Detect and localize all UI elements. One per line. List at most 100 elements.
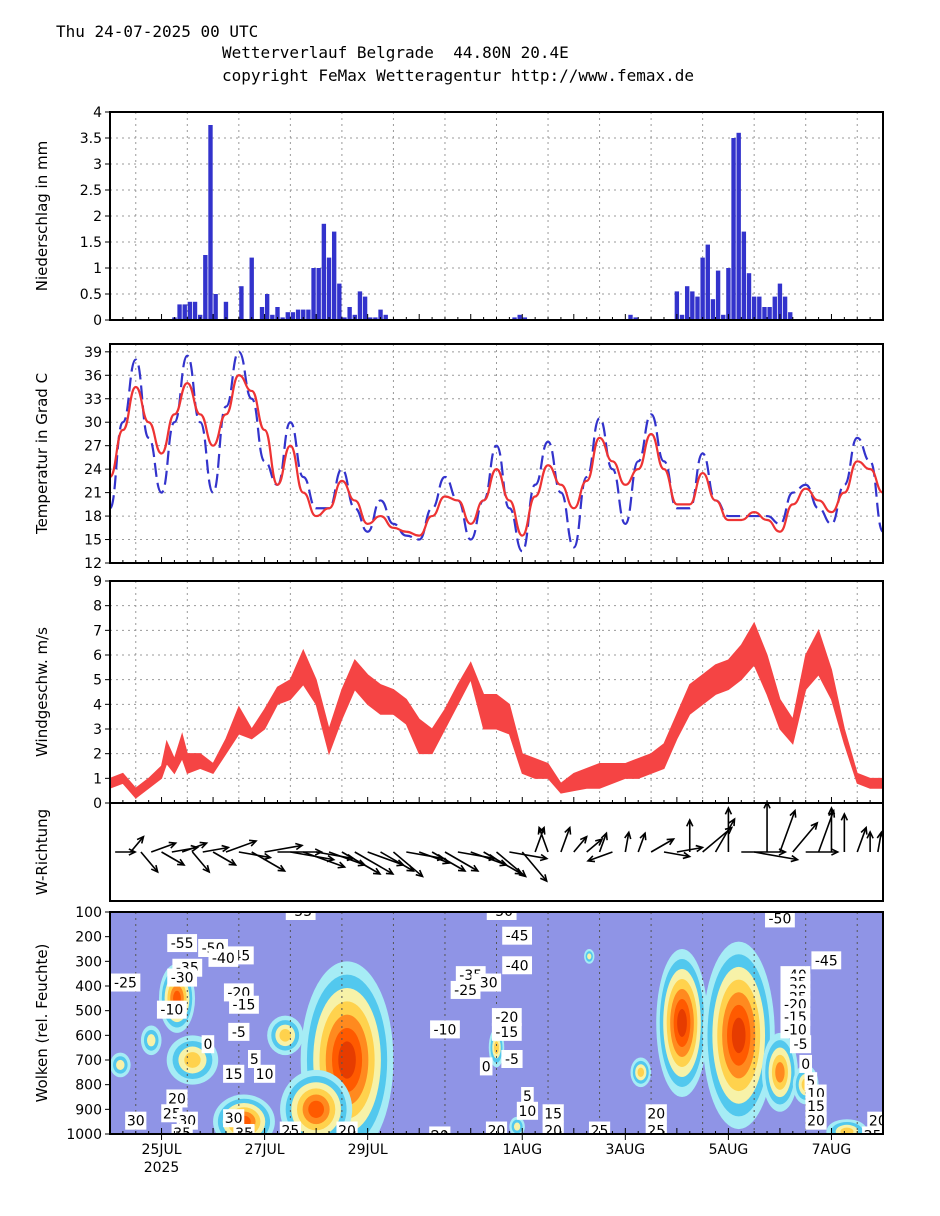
- contour-label: -5: [501, 1050, 523, 1068]
- contour-label-box: [254, 1064, 276, 1083]
- wind-arrow: [763, 800, 771, 852]
- contour-label-box: [805, 1111, 827, 1130]
- precip-bar: [347, 307, 352, 320]
- contour-label-text: 25: [864, 1128, 882, 1144]
- wind-arrow: [444, 851, 480, 872]
- contour-label: 25: [862, 1126, 883, 1144]
- wind-arrow-head: [728, 817, 736, 827]
- wind-arrow-shaft: [130, 836, 145, 853]
- contour-label-box: [279, 1121, 301, 1134]
- contour-label-box: [491, 1022, 522, 1041]
- wind-arrow: [724, 806, 733, 852]
- y-tick-label: 100: [75, 905, 102, 921]
- precip-bar: [223, 301, 229, 320]
- contour-label-box: [542, 1104, 564, 1123]
- contour-label: 25: [279, 1121, 301, 1134]
- contour-label: 10: [516, 1101, 539, 1120]
- wind-arrow-head: [314, 848, 324, 856]
- contour-label-box: [645, 1104, 667, 1123]
- y-axis-label: Windgeschw. m/s: [33, 627, 51, 757]
- wind-arrow-shaft: [457, 851, 496, 860]
- contour-label-box: [521, 1087, 534, 1105]
- precip-bar: [767, 307, 772, 320]
- contour-label: 10: [254, 1064, 276, 1083]
- y-tick-label: 900: [75, 1102, 102, 1118]
- contour-label: 0: [479, 1057, 493, 1076]
- contour-label-text: 5: [250, 1052, 259, 1068]
- precip-bar: [368, 317, 373, 320]
- contour-label-box: [285, 912, 316, 920]
- wind-arrow-shaft: [586, 838, 603, 853]
- contour-label-box: [862, 1126, 883, 1134]
- contour-label-text: 0: [482, 1059, 491, 1075]
- contour-label-box: [156, 1000, 187, 1019]
- contour-label: 30: [125, 1111, 147, 1130]
- wind-arrow: [866, 830, 874, 852]
- wind-arrow-shaft: [779, 810, 796, 853]
- contour-label-box: [336, 1121, 358, 1134]
- x-year-label: 2025: [144, 1160, 180, 1176]
- contour-label-box: [479, 1057, 493, 1076]
- cloud-level: [184, 1052, 201, 1068]
- temperature-line: [108, 350, 885, 553]
- wind-arrow-head: [682, 851, 692, 860]
- header-date: Thu 24-07-2025 00 UTC: [56, 22, 259, 41]
- contour-label-text: 10: [519, 1104, 537, 1120]
- contour-label-text: -45: [815, 953, 838, 969]
- precip-bar: [674, 291, 680, 320]
- contour-label-text: -10: [160, 1003, 183, 1019]
- wind-arrow-head: [695, 844, 705, 853]
- cloud-level: [513, 1122, 521, 1131]
- contour-label: -10: [430, 1020, 460, 1039]
- wind-arrow-shaft: [431, 851, 466, 872]
- contour-label-box: [789, 1035, 812, 1054]
- wind-arrow: [586, 851, 613, 863]
- wind-arrow-head: [128, 848, 137, 856]
- precip-bar: [700, 257, 705, 320]
- wind-arrow: [714, 817, 736, 853]
- contour-label-box: [167, 934, 198, 953]
- wind-arrow: [624, 830, 632, 853]
- wind-arrow-head: [539, 853, 549, 862]
- precip-bar: [321, 223, 327, 320]
- contour-label: 20: [645, 1104, 667, 1123]
- wind-arrow: [238, 851, 273, 861]
- wind-arrow-shaft: [140, 851, 159, 873]
- wind-arrow-shaft: [598, 832, 608, 853]
- contour-label: -15: [491, 1022, 522, 1041]
- wind-arrow: [840, 812, 849, 852]
- contour-label-box: [542, 1121, 564, 1134]
- contour-label: -40: [208, 948, 239, 967]
- contour-label: 5: [247, 1050, 261, 1068]
- wind-arrow-shaft: [380, 851, 414, 872]
- precip-bar: [772, 296, 777, 320]
- contour-label-text: -10: [784, 1022, 807, 1038]
- y-tick-label: 5: [93, 673, 102, 689]
- contour-label-text: 20: [647, 1106, 665, 1122]
- contour-label: 20: [542, 1121, 564, 1134]
- precip-bar: [337, 283, 342, 320]
- contour-label-text: 15: [544, 1106, 562, 1122]
- wind-arrow-shaft: [161, 851, 185, 866]
- wind-arrow-head: [199, 841, 209, 849]
- wind-speed-panel: 0 1 2 3 4 5 6 7 8 9 Windgeschw. m/s: [33, 574, 884, 812]
- contour-label: 20: [429, 1126, 451, 1134]
- wind-arrow: [225, 839, 258, 853]
- wind-arrow-head: [537, 825, 545, 835]
- contour-label: -25: [450, 980, 481, 999]
- cloud-level: [587, 953, 592, 960]
- contour-label: 35: [171, 1124, 193, 1134]
- header-copyright: copyright FeMax Wetteragentur http://www…: [222, 66, 695, 85]
- precip-bar: [311, 268, 316, 320]
- y-tick-label: 18: [84, 509, 102, 525]
- precip-bar: [633, 317, 638, 320]
- y-tick-label: 600: [75, 1028, 102, 1044]
- y-tick-label: 400: [75, 979, 102, 995]
- wind-arrow: [392, 851, 424, 878]
- contour-label-text: 30: [127, 1114, 145, 1130]
- contour-label-text: 20: [807, 1114, 825, 1130]
- wind-arrow: [130, 835, 145, 853]
- wind-arrow: [140, 851, 159, 874]
- x-tick-label: 1AUG: [502, 1142, 542, 1158]
- cloud-level: [338, 1041, 356, 1079]
